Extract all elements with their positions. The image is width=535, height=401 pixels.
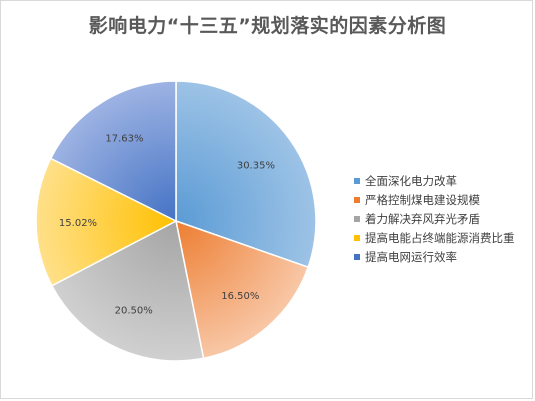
- chart-legend: 全面深化电力改革 严格控制煤电建设规模 着力解决弃风弃光矛盾 提高电能占终端能源…: [354, 171, 515, 266]
- legend-swatch: [354, 234, 360, 241]
- data-label: 17.63%: [105, 134, 143, 145]
- legend-item: 提高电能占终端能源消费比重: [354, 228, 515, 247]
- legend-swatch: [354, 196, 360, 203]
- data-label: 15.02%: [59, 218, 97, 229]
- pie-slice: [175, 219, 310, 360]
- legend-swatch: [354, 253, 360, 260]
- data-label: 30.35%: [237, 160, 275, 171]
- pie-slice: [175, 80, 317, 269]
- data-label: 20.50%: [115, 305, 153, 316]
- legend-item: 全面深化电力改革: [354, 171, 515, 190]
- legend-label: 提高电能占终端能源消费比重: [365, 230, 515, 245]
- legend-label: 提高电网运行效率: [365, 249, 457, 264]
- pie-slice: [50, 219, 205, 362]
- legend-swatch: [354, 215, 360, 222]
- legend-label: 着力解决弃风弃光矛盾: [365, 211, 480, 226]
- legend-item: 提高电网运行效率: [354, 247, 515, 266]
- legend-item: 严格控制煤电建设规模: [354, 190, 515, 209]
- chart-title: 影响电力“十三五”规划落实的因素分析图: [88, 15, 447, 37]
- legend-item: 着力解决弃风弃光矛盾: [354, 209, 515, 228]
- legend-label: 严格控制煤电建设规模: [365, 192, 480, 207]
- legend-swatch: [354, 177, 360, 184]
- pie-slice: [49, 80, 177, 223]
- pie-slice: [35, 157, 178, 287]
- data-label: 16.50%: [221, 291, 259, 302]
- legend-label: 全面深化电力改革: [365, 173, 457, 188]
